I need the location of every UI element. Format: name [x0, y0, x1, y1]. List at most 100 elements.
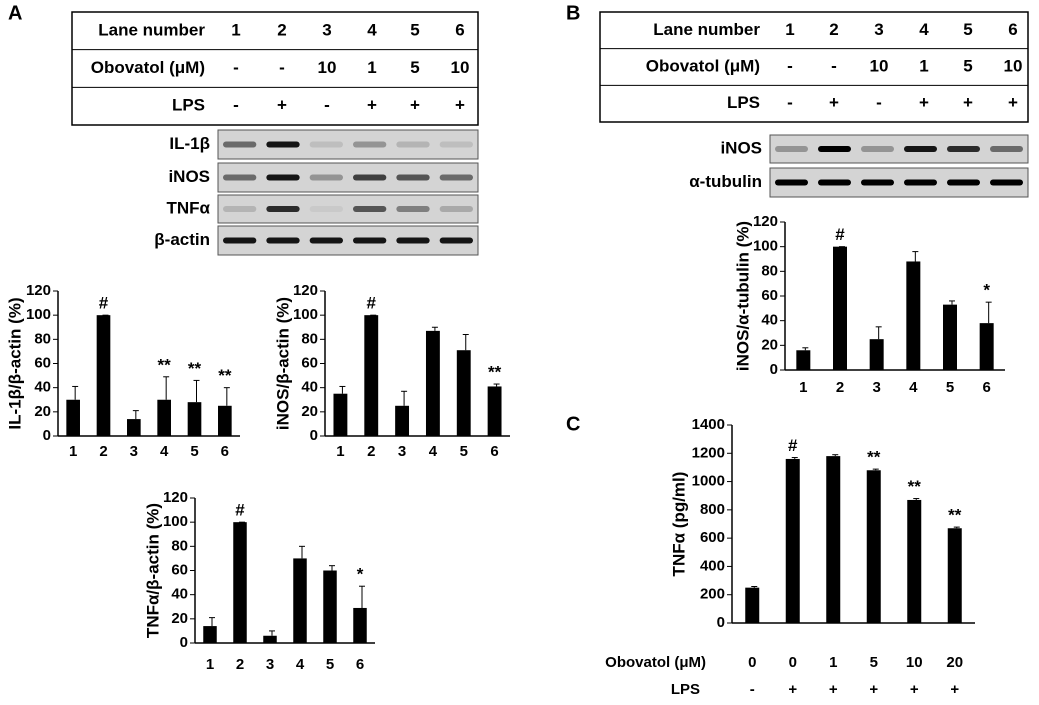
y-axis-label: TNFα (pg/ml) [669, 472, 688, 577]
blot-band [223, 174, 257, 181]
table-cell: 10 [451, 58, 470, 77]
x-tick-label: 6 [982, 379, 990, 396]
blot-strip [217, 162, 479, 193]
y-tick-label: 40 [761, 312, 778, 329]
blot-band [396, 237, 430, 244]
y-tick-label: 120 [163, 489, 188, 506]
table-cell: + [410, 96, 420, 115]
blot-band [309, 141, 343, 148]
bar [785, 458, 800, 623]
blot-band [223, 141, 257, 148]
x-tick-label: 1 [206, 656, 214, 673]
y-tick-label: 120 [753, 213, 778, 230]
table-cell: + [455, 96, 465, 115]
table-cell: 10 [870, 56, 889, 75]
bar [203, 626, 217, 643]
y-tick-label: 100 [26, 306, 51, 323]
y-axis-label: iNOS/α-tubulin (%) [733, 221, 752, 371]
blot-band [223, 237, 257, 244]
table-cell: 4 [367, 20, 377, 39]
lps-label: + [869, 681, 878, 698]
bar [869, 339, 884, 370]
bar [233, 522, 247, 643]
y-tick-label: 600 [700, 529, 725, 546]
table-row-label: Obovatol (μM) [646, 56, 760, 75]
x-tick-label: 2 [367, 443, 375, 460]
table-cell: 1 [919, 56, 928, 75]
x-tick-label: 0 [748, 654, 756, 671]
bar [425, 330, 440, 436]
y-tick-label: 80 [761, 262, 778, 279]
table-cell: - [787, 93, 793, 112]
y-tick-label: 0 [770, 361, 778, 378]
y-axis-label: IL-1β/β-actin (%) [5, 297, 24, 429]
table-cell: - [233, 58, 239, 77]
bar [157, 399, 171, 436]
blot-label: TNFα [167, 198, 211, 217]
bar [487, 386, 502, 436]
y-tick-label: 100 [753, 238, 778, 255]
blot-band [818, 179, 851, 186]
table-cell: + [829, 93, 839, 112]
blot-band [266, 206, 300, 212]
lps-label: + [950, 681, 959, 698]
x-tick-label: 0 [789, 654, 797, 671]
table-row-label: Lane number [653, 20, 760, 39]
annotation: ** [948, 506, 962, 525]
annotation: ** [867, 448, 881, 467]
x-tick-label: 5 [326, 656, 334, 673]
y-tick-label: 800 [700, 501, 725, 518]
table-cell: + [367, 96, 377, 115]
lps-label: + [910, 681, 919, 698]
y-tick-label: 20 [301, 403, 318, 420]
table-cell: 6 [1008, 20, 1017, 39]
bar [96, 315, 111, 436]
table-cell: 1 [367, 58, 376, 77]
annotation: # [835, 225, 845, 244]
blot-band [309, 174, 343, 181]
blot-label: α-tubulin [689, 172, 762, 191]
table-cell: + [277, 96, 287, 115]
y-tick-label: 200 [700, 586, 725, 603]
table-cell: 1 [785, 20, 794, 39]
bar [323, 570, 337, 643]
table-cell: + [919, 93, 929, 112]
bar [364, 315, 379, 436]
x-tick-label: 3 [130, 443, 138, 460]
blot-band [223, 206, 257, 212]
blot-strip [769, 167, 1029, 198]
blot-strip [217, 194, 479, 224]
y-tick-label: 80 [301, 330, 318, 347]
bar [907, 499, 922, 623]
y-tick-label: 80 [171, 537, 188, 554]
y-tick-label: 0 [180, 634, 188, 651]
y-tick-label: 60 [171, 561, 188, 578]
y-tick-label: 40 [171, 586, 188, 603]
table-row-label: Lane number [98, 20, 205, 39]
x-tick-label: 6 [356, 656, 364, 673]
lps-label: + [829, 681, 838, 698]
y-tick-label: 40 [301, 379, 318, 396]
table-cell: - [324, 96, 330, 115]
y-tick-label: 100 [163, 513, 188, 530]
x-tick-label: 5 [946, 379, 954, 396]
table-cell: 5 [963, 20, 972, 39]
annotation: * [983, 281, 990, 300]
blot-band [990, 146, 1023, 152]
x-tick-label: 5 [460, 443, 468, 460]
blot-band [309, 237, 343, 244]
annotation: # [99, 294, 109, 313]
x-tick-label: 1 [69, 443, 77, 460]
blot-band [947, 146, 980, 152]
table-cell: - [279, 58, 285, 77]
y-tick-label: 60 [761, 287, 778, 304]
blot-band [353, 237, 387, 244]
annotation: # [788, 436, 798, 455]
blot-band [439, 174, 473, 181]
bar [826, 456, 841, 623]
bar [796, 350, 811, 370]
blot-band [818, 146, 851, 152]
x-tick-label: 1 [829, 654, 837, 671]
x-tick-label: 5 [870, 654, 878, 671]
